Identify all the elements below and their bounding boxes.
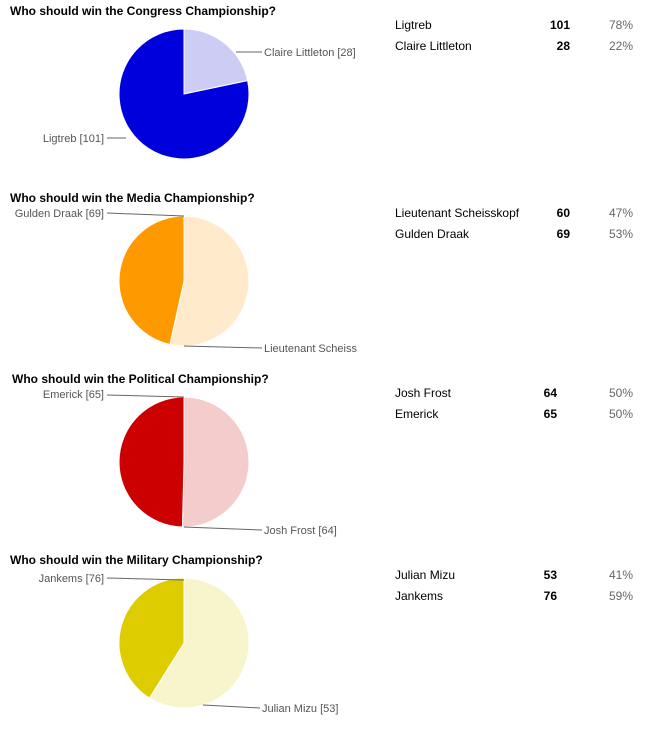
candidate-name: Jankems — [395, 589, 444, 603]
pie-slice-josh-frost — [118, 396, 185, 528]
candidate-name: Emerick — [395, 407, 439, 421]
pie-slice-gulden-draak — [169, 215, 250, 347]
question-title: Who should win the Military Championship… — [10, 553, 263, 567]
vote-percent: 53% — [608, 227, 633, 241]
vote-count: 69 — [556, 227, 570, 241]
slice-label: Gulden Draak [69] — [15, 208, 104, 220]
vote-percent: 47% — [608, 206, 633, 220]
question-title: Who should win the Political Championshi… — [12, 372, 269, 386]
slice-label: Emerick [65] — [43, 389, 104, 401]
result-row: Gulden Draak 69 53% — [395, 227, 645, 247]
vote-count: 28 — [556, 39, 570, 53]
candidate-name: Julian Mizu — [395, 568, 456, 582]
vote-percent: 50% — [608, 386, 633, 400]
pie-slice-jankems — [148, 577, 250, 709]
poll-section-military: Who should win the Military Championship… — [0, 549, 651, 731]
pie-slice-julian-mizu — [118, 577, 185, 699]
slice-label-leader — [106, 394, 185, 398]
pie-slice-claire-littleton — [183, 28, 249, 95]
result-row: Josh Frost 64 50% — [395, 386, 645, 406]
candidate-name: Lieutenant Scheisskopf — [395, 206, 520, 220]
slice-label: Jankems [76] — [39, 573, 104, 585]
vote-count: 65 — [543, 407, 557, 421]
vote-count: 60 — [556, 206, 570, 220]
candidate-name: Claire Littleton — [395, 39, 472, 53]
vote-count: 101 — [549, 18, 570, 32]
poll-section-political: Who should win the Political Championshi… — [0, 368, 651, 550]
slice-label: Julian Mizu [53] — [262, 703, 338, 715]
vote-percent: 50% — [608, 407, 633, 421]
result-row: Jankems 76 59% — [395, 589, 645, 609]
pie-chart-political: Josh Frost [64] Emerick [65] — [43, 389, 337, 537]
slice-label-leader — [183, 526, 263, 531]
result-row: Lieutenant Scheisskopf 60 47% — [395, 206, 645, 226]
poll-section-media: Who should win the Media Championship? L… — [0, 187, 651, 369]
result-row: Ligtreb 101 78% — [395, 18, 645, 38]
vote-percent: 78% — [608, 18, 633, 32]
candidate-name: Josh Frost — [395, 386, 452, 400]
slice-label: Ligtreb [101] — [43, 133, 104, 145]
vote-count: 76 — [543, 589, 557, 603]
poll-section-congress: Who should win the Congress Championship… — [0, 0, 651, 182]
vote-percent: 22% — [608, 39, 633, 53]
slice-label-leader — [183, 345, 263, 349]
result-row: Claire Littleton 28 22% — [395, 39, 645, 59]
slice-label: Josh Frost [64] — [264, 525, 337, 537]
vote-percent: 59% — [608, 589, 633, 603]
pie-chart-congress: Ligtreb [101] Claire Littleton [28] — [43, 28, 356, 160]
slice-label: Lieutenant Scheiss — [264, 343, 357, 355]
candidate-name: Gulden Draak — [395, 227, 470, 241]
slice-label: Claire Littleton [28] — [264, 47, 356, 59]
pie-slice-emerick — [181, 396, 250, 528]
pie-chart-media: Lieutenant Scheiss Gulden Draak [69] — [15, 208, 358, 355]
result-row: Julian Mizu 53 41% — [395, 568, 645, 588]
vote-count: 64 — [543, 386, 557, 400]
candidate-name: Ligtreb — [395, 18, 432, 32]
vote-count: 53 — [543, 568, 557, 582]
question-title: Who should win the Congress Championship… — [10, 4, 276, 18]
vote-percent: 41% — [608, 568, 633, 582]
slice-label-leader — [202, 704, 261, 709]
question-title: Who should win the Media Championship? — [10, 191, 255, 205]
pie-chart-military: Julian Mizu [53] Jankems [76] — [39, 573, 339, 715]
result-row: Emerick 65 50% — [395, 407, 645, 427]
pie-slice-ligtreb — [118, 28, 250, 160]
slice-label-leader — [106, 577, 185, 581]
pie-slice-lieutenant-scheisskopf — [118, 215, 185, 346]
slice-label-leader — [106, 212, 185, 217]
